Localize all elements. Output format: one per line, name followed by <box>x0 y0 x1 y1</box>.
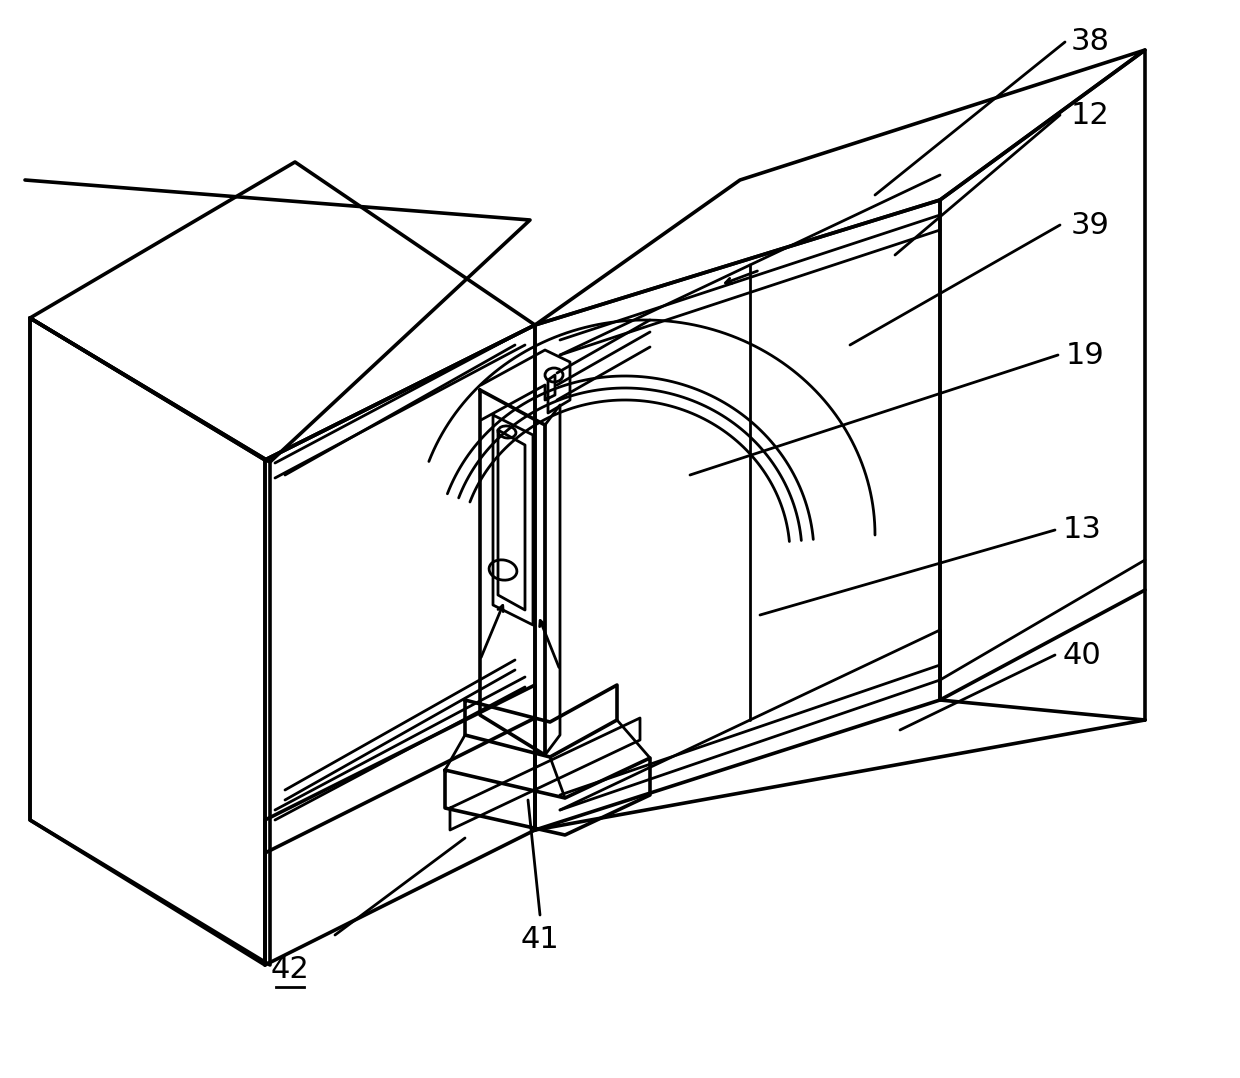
Text: 39: 39 <box>1070 210 1110 239</box>
Text: 40: 40 <box>1063 640 1101 669</box>
Text: 12: 12 <box>1070 100 1110 129</box>
Text: 19: 19 <box>1065 341 1105 370</box>
Text: 41: 41 <box>521 926 559 954</box>
Text: 42: 42 <box>270 955 309 984</box>
Text: 38: 38 <box>1070 28 1110 56</box>
Text: 13: 13 <box>1063 515 1101 544</box>
